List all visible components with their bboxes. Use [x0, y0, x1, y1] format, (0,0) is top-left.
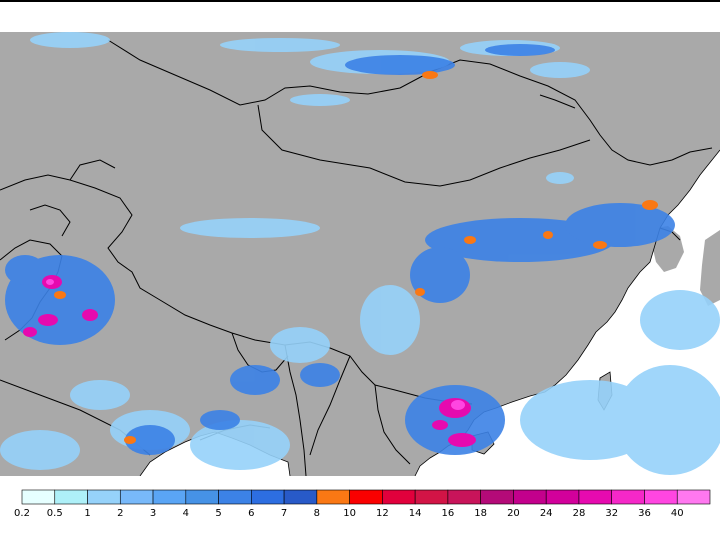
legend-swatch — [218, 489, 252, 505]
legend-swatch — [349, 489, 383, 505]
legend-tick-label: 6 — [248, 508, 254, 519]
legend-tick-label: 0.2 — [14, 508, 30, 519]
precip-low — [0, 32, 720, 475]
legend-tick-label: 12 — [376, 508, 389, 519]
legend-swatch — [676, 489, 711, 505]
legend-tick-label: 32 — [605, 508, 618, 519]
precip-medium — [5, 44, 675, 455]
legend-tick-label: 20 — [507, 508, 520, 519]
legend-tick-label: 1 — [84, 508, 90, 519]
legend-swatch — [152, 489, 187, 505]
legend-swatch — [382, 489, 416, 505]
legend-tick-label: 10 — [343, 508, 356, 519]
legend-swatch — [480, 489, 514, 505]
map-top-border — [0, 0, 720, 2]
precipitation-map — [0, 0, 720, 476]
legend-swatch — [251, 489, 285, 505]
legend-tick-label: 4 — [183, 508, 189, 519]
legend-swatch — [644, 489, 678, 505]
legend-swatch — [119, 489, 154, 505]
legend-tick-label: 8 — [314, 508, 320, 519]
color-scale-legend: 0.2 0.5 1 2 3 4 5 6 7 8 10 12 14 16 18 20 24 28 32 36 40 — [14, 489, 711, 519]
legend-tick-label: 16 — [442, 508, 455, 519]
legend-swatch — [611, 489, 645, 505]
legend-tick-label: 5 — [215, 508, 221, 519]
legend-swatch — [283, 489, 318, 505]
legend-tick-label: 28 — [573, 508, 586, 519]
legend-swatch — [87, 489, 121, 505]
legend-tick-label: 2 — [117, 508, 123, 519]
legend-swatch — [54, 489, 88, 505]
legend-tick-label: 36 — [638, 508, 651, 519]
legend-swatch — [414, 489, 449, 505]
legend-swatch — [316, 489, 350, 505]
legend-tick-label: 24 — [540, 508, 553, 519]
japan-island — [700, 230, 720, 306]
legend-swatch — [513, 489, 547, 505]
legend-tick-label: 18 — [474, 508, 487, 519]
legend-swatch — [447, 489, 481, 505]
legend-tick-label: 40 — [671, 508, 684, 519]
legend-tick-label: 14 — [409, 508, 422, 519]
precip-heavy — [54, 71, 658, 444]
legend-swatch — [21, 489, 56, 505]
legend-tick-label: 7 — [281, 508, 287, 519]
legend-swatch — [578, 489, 613, 505]
land-mass — [0, 32, 720, 476]
precip-peak — [46, 279, 465, 410]
legend-tick-label: 3 — [150, 508, 156, 519]
legend-swatch — [545, 489, 580, 505]
legend-swatch — [185, 489, 219, 505]
legend-tick-label: 0.5 — [47, 508, 63, 519]
